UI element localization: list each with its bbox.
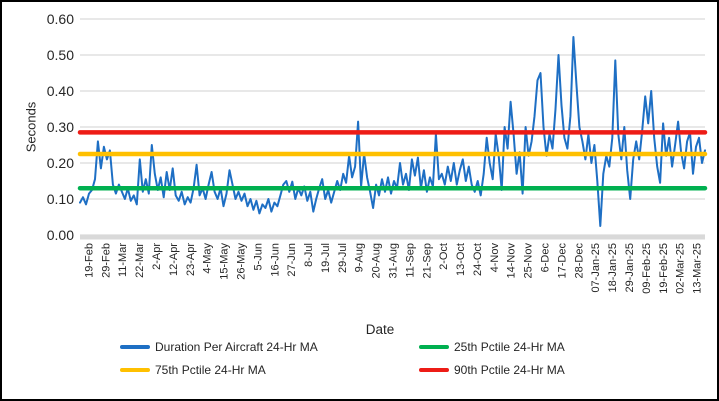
legend-swatch-75th-pctile bbox=[120, 368, 150, 372]
x-axis-tick-label: 9-Aug bbox=[354, 243, 366, 272]
x-axis-tick-label: 29-Jan-25 bbox=[624, 243, 636, 293]
x-axis-tick-label: 4-May bbox=[202, 243, 214, 274]
x-axis-tick-label: 07-Jan-25 bbox=[590, 243, 602, 293]
x-axis-tick-label: 4-Nov bbox=[489, 243, 501, 273]
x-axis-tick-label: 15-May bbox=[219, 243, 231, 280]
x-axis-tick-label: 22-Mar bbox=[134, 243, 146, 278]
x-axis-tick-label: 12-Apr bbox=[168, 243, 180, 276]
y-axis-tick-label: 0.60 bbox=[47, 11, 74, 27]
x-axis-tick-label: 21-Sep bbox=[421, 243, 433, 278]
x-axis-tick-label: 29-Jul bbox=[337, 243, 349, 273]
x-axis-tick-label: 11-Sep bbox=[404, 243, 416, 278]
x-axis-tick-label: 2-Oct bbox=[438, 243, 450, 270]
x-axis-tick-label: 26-May bbox=[235, 243, 247, 280]
x-axis-tick-label: 11-Mar bbox=[117, 243, 129, 277]
x-axis-tick-label: 28-Dec bbox=[573, 243, 585, 279]
x-axis-tick-label: 29-Feb bbox=[100, 243, 112, 278]
x-axis-tick-label: 31-Aug bbox=[388, 243, 400, 278]
x-axis-tick-label: 6-Dec bbox=[540, 243, 552, 273]
legend-swatch-90th-pctile bbox=[419, 368, 449, 372]
y-axis-tick-label: 0.20 bbox=[47, 155, 74, 171]
x-axis-tick-label: 18-Jan-25 bbox=[607, 243, 619, 293]
x-axis-tick-label: 17-Dec bbox=[556, 243, 568, 279]
x-axis-tick-label: 5-Jun bbox=[252, 243, 264, 271]
legend-swatch-duration bbox=[120, 345, 150, 349]
legend-swatch-25th-pctile bbox=[419, 345, 449, 349]
legend-item-duration[interactable]: Duration Per Aircraft 24-Hr MA bbox=[120, 340, 318, 354]
x-axis-tick-label: 13-Mar-25 bbox=[692, 243, 704, 294]
x-axis-tick-label: 19-Feb bbox=[83, 243, 95, 278]
x-axis-tick-label: 19-Feb-25 bbox=[658, 243, 670, 294]
x-axis-tick-label: 20-Aug bbox=[371, 243, 383, 278]
x-axis-tick-label: 24-Oct bbox=[472, 243, 484, 276]
y-axis-tick-label: 0.10 bbox=[47, 191, 74, 207]
x-axis-tick-label: 2-Apr bbox=[151, 243, 163, 270]
legend-label-75th-pctile: 75th Pctile 24-Hr MA bbox=[155, 363, 266, 377]
legend-item-75th-pctile[interactable]: 75th Pctile 24-Hr MA bbox=[120, 363, 266, 377]
y-axis-tick-label: 0.00 bbox=[47, 227, 74, 243]
legend-label-duration: Duration Per Aircraft 24-Hr MA bbox=[155, 340, 318, 354]
x-axis-tick-label: 8-Jul bbox=[303, 243, 315, 267]
legend-item-25th-pctile[interactable]: 25th Pctile 24-Hr MA bbox=[419, 340, 565, 354]
y-axis-tick-label: 0.40 bbox=[47, 83, 74, 99]
y-axis-tick-label: 0.50 bbox=[47, 47, 74, 63]
x-axis-tick-label: 23-Apr bbox=[185, 243, 197, 276]
x-axis-tick-label: 02-Mar-25 bbox=[675, 243, 687, 294]
x-axis-tick-label: 09-Feb-25 bbox=[641, 243, 653, 294]
x-axis-tick-label: 19-Jul bbox=[320, 243, 332, 273]
y-axis-title: Seconds bbox=[23, 101, 39, 153]
legend-label-25th-pctile: 25th Pctile 24-Hr MA bbox=[454, 340, 565, 354]
y-axis-tick-label: 0.30 bbox=[47, 119, 74, 135]
legend-label-90th-pctile: 90th Pctile 24-Hr MA bbox=[454, 363, 565, 377]
legend-item-90th-pctile[interactable]: 90th Pctile 24-Hr MA bbox=[419, 363, 565, 377]
x-axis-tick-label: 27-Jun bbox=[286, 243, 298, 277]
x-axis-tick-label: 16-Jun bbox=[269, 243, 281, 277]
x-axis-title: Date bbox=[365, 322, 395, 337]
x-axis-tick-label: 13-Oct bbox=[455, 243, 467, 276]
x-axis-tick-label: 25-Nov bbox=[523, 243, 535, 279]
x-axis-tick-label: 14-Nov bbox=[506, 243, 518, 279]
